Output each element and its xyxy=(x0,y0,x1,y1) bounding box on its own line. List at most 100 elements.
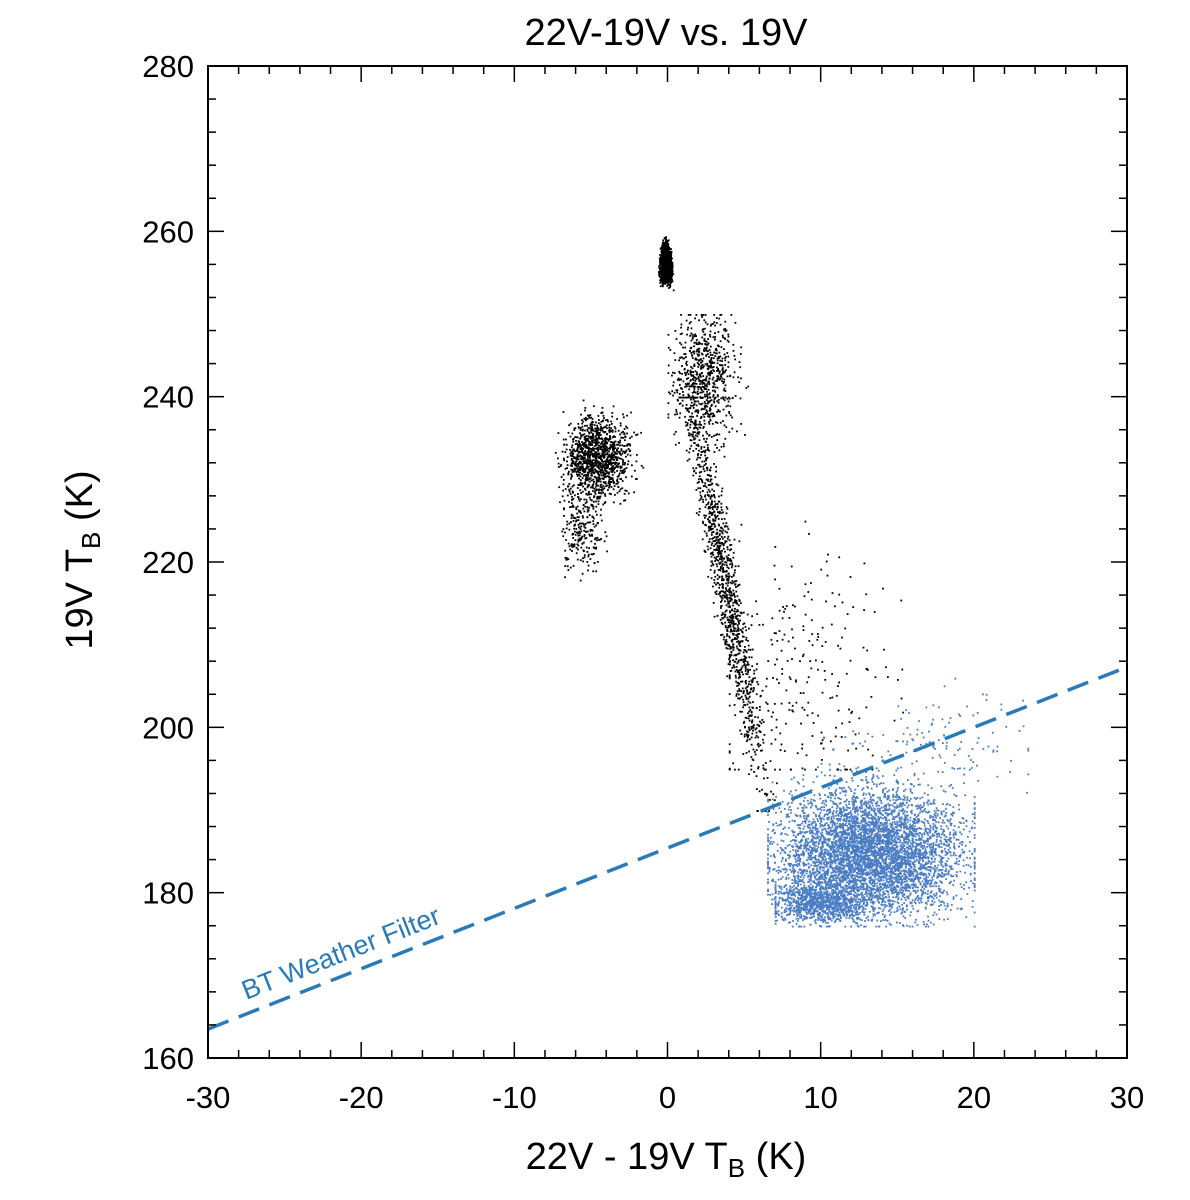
data-point xyxy=(722,371,724,373)
data-point xyxy=(660,255,663,258)
data-point xyxy=(685,404,688,406)
data-point xyxy=(589,427,591,430)
data-point xyxy=(571,474,573,477)
data-point xyxy=(587,479,589,481)
data-point xyxy=(718,433,721,436)
data-point xyxy=(595,451,598,454)
data-point xyxy=(591,505,594,508)
data-point xyxy=(608,486,610,489)
data-point xyxy=(708,383,711,386)
data-point xyxy=(614,456,617,458)
data-point xyxy=(659,260,662,262)
data-point xyxy=(671,271,674,274)
data-point xyxy=(603,456,606,458)
data-point xyxy=(702,330,705,333)
data-point xyxy=(728,431,731,433)
data-point xyxy=(684,346,687,349)
data-point xyxy=(597,441,600,444)
data-point xyxy=(610,455,612,457)
data-point xyxy=(712,602,715,604)
data-point xyxy=(700,424,703,426)
data-point xyxy=(698,319,700,322)
data-point xyxy=(727,404,729,407)
data-point xyxy=(584,450,587,452)
data-point xyxy=(701,389,703,392)
data-point xyxy=(594,430,597,433)
data-point xyxy=(708,360,711,362)
data-point xyxy=(736,647,739,650)
data-point xyxy=(662,282,664,285)
data-point xyxy=(584,407,587,409)
data-point xyxy=(705,349,707,351)
data-point xyxy=(606,484,609,487)
data-point xyxy=(585,501,588,503)
data-point xyxy=(689,385,692,388)
data-point xyxy=(669,273,672,276)
data-point xyxy=(577,540,580,543)
data-point xyxy=(606,419,609,421)
data-point xyxy=(572,448,575,451)
data-point xyxy=(569,422,572,425)
data-point xyxy=(589,498,592,501)
data-point xyxy=(705,379,707,382)
data-point xyxy=(582,469,585,472)
data-point xyxy=(587,483,590,486)
data-point xyxy=(611,468,613,470)
data-point xyxy=(674,413,676,416)
data-point xyxy=(739,397,742,400)
data-point xyxy=(570,446,573,449)
data-point xyxy=(568,522,571,525)
data-point xyxy=(612,501,615,504)
data-point xyxy=(664,252,666,255)
data-point xyxy=(626,432,628,435)
data-point xyxy=(693,376,696,379)
data-point xyxy=(583,462,586,464)
data-point xyxy=(723,353,726,356)
data-point xyxy=(589,450,591,453)
data-point xyxy=(684,371,686,374)
data-point xyxy=(589,437,592,440)
data-point xyxy=(688,349,691,352)
data-point xyxy=(579,457,582,460)
data-point xyxy=(600,538,602,540)
data-point xyxy=(636,433,639,436)
data-point xyxy=(671,264,674,266)
data-point xyxy=(580,512,582,514)
data-point xyxy=(606,467,609,469)
data-point xyxy=(593,525,596,528)
data-point xyxy=(707,350,709,353)
data-point xyxy=(612,488,615,491)
data-point xyxy=(595,440,597,442)
data-point xyxy=(609,478,612,480)
data-point xyxy=(595,479,598,482)
data-point xyxy=(665,260,668,262)
data-point xyxy=(716,359,719,362)
data-point xyxy=(714,386,717,389)
data-point xyxy=(728,591,731,594)
data-point xyxy=(663,271,666,274)
data-point xyxy=(587,473,590,476)
data-point xyxy=(727,366,730,368)
data-point xyxy=(571,457,573,460)
data-point xyxy=(589,534,591,537)
data-point xyxy=(734,565,737,568)
data-point xyxy=(625,467,628,469)
data-point xyxy=(664,248,666,250)
data-point xyxy=(578,534,581,537)
data-point xyxy=(704,321,707,324)
data-point xyxy=(589,441,592,443)
data-point xyxy=(668,251,671,253)
data-point xyxy=(732,551,735,554)
data-point xyxy=(694,358,697,361)
data-point xyxy=(704,333,706,336)
data-point xyxy=(717,376,720,379)
data-point xyxy=(696,415,698,417)
data-point xyxy=(693,442,696,444)
data-point xyxy=(588,496,591,499)
data-point xyxy=(689,407,692,409)
data-point xyxy=(602,473,605,476)
data-point xyxy=(609,447,611,449)
data-point xyxy=(659,275,661,278)
data-point xyxy=(703,415,706,418)
data-point xyxy=(727,582,730,584)
